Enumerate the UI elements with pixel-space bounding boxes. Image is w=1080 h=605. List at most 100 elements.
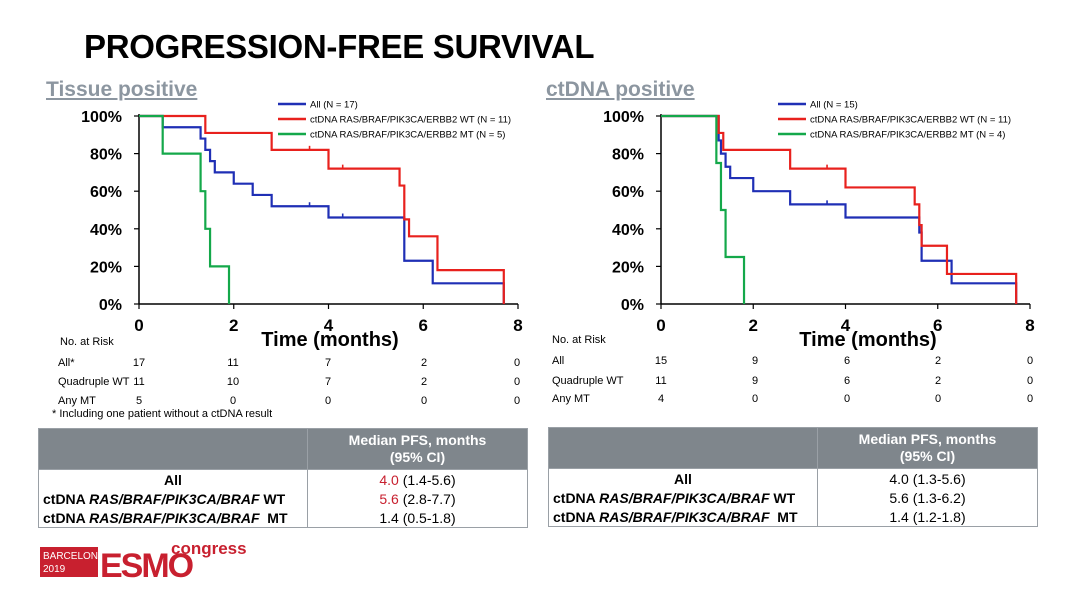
risk-count: 2 [420, 376, 428, 388]
label-genes: RAS/BRAF/PIK3CA/BRAF [89, 509, 260, 526]
risk-count: 9 [751, 375, 759, 387]
logo-word: congress [171, 540, 247, 558]
row-label: ctDNA RAS/BRAF/PIK3CA/BRAF MT [548, 507, 818, 527]
risk-count: 2 [934, 355, 942, 367]
risk-count: 11 [227, 357, 239, 369]
risk-count: 15 [654, 355, 668, 367]
legend-label: ctDNA RAS/BRAF/PIK3CA/ERBB2 WT (N = 11) [810, 115, 1011, 126]
label-suffix: WT [259, 490, 286, 507]
label-genes: RAS/BRAF/PIK3CA/BRAF [599, 489, 770, 506]
km-curve-all [661, 114, 1018, 304]
header-line1: Median PFS, months [348, 432, 487, 448]
x-axis-label: Time (months) [261, 329, 398, 351]
median-pfs-cell: 1.4 (0.5-1.8) [307, 508, 528, 528]
risk-count: 4 [657, 393, 665, 405]
legend-label: All (N = 15) [810, 100, 858, 111]
risk-row-label: All [552, 355, 565, 367]
risk-count: 5 [135, 395, 143, 407]
risk-count: 2 [420, 357, 428, 369]
x-tick-label: 8 [513, 316, 522, 335]
risk-count: 9 [751, 355, 759, 367]
logo-red-block [40, 547, 98, 577]
y-tick-label: 60% [90, 184, 122, 201]
y-tick-label: 80% [612, 147, 644, 164]
label-text: ctDNA [43, 490, 90, 507]
risk-count: 6 [843, 375, 851, 387]
ci-value: (2.8-7.7) [398, 490, 456, 507]
legend-label: ctDNA RAS/BRAF/PIK3CA/ERBB2 WT (N = 11) [310, 115, 511, 126]
logo-brand: ESMO [100, 547, 194, 580]
table-row: ctDNA RAS/BRAF/PIK3CA/BRAF MT 1.4 (1.2-1.… [548, 507, 1038, 527]
table-row: ctDNA RAS/BRAF/PIK3CA/BRAF MT 1.4 (0.5-1.… [38, 508, 528, 528]
header-line1: Median PFS, months [858, 431, 997, 447]
header-line2: (95% CI) [899, 448, 956, 464]
logo-graphic: BARCELONA 2019 ESMO congress [40, 539, 247, 585]
y-tick-label: 40% [90, 222, 122, 239]
risk-row-label: Quadruple WT [552, 375, 624, 387]
median-value: 5.6 [379, 490, 399, 507]
y-tick-label: 100% [603, 109, 644, 126]
median-value: 4.0 [379, 471, 399, 488]
risk-row-label: Quadruple WT [58, 376, 130, 388]
table-row: All 4.0 (1.3-5.6) [548, 468, 1038, 488]
median-pfs-cell: 5.6 (2.8-7.7) [307, 489, 528, 508]
risk-count: 2 [934, 375, 942, 387]
risk-count: 0 [1026, 393, 1034, 405]
risk-count: 10 [226, 376, 240, 388]
x-tick-label: 8 [1025, 316, 1034, 335]
median-pfs-table-tissue: Median PFS, months (95% CI) All 4.0 (1.4-5… [38, 428, 528, 528]
km-curve-wt [139, 114, 505, 304]
km-curve-wt [661, 114, 1018, 304]
risk-count: 0 [934, 393, 942, 405]
footnote: * Including one patient without a ctDNA … [52, 408, 273, 420]
table-header-empty [38, 428, 308, 470]
median-pfs-table-ctdna: Median PFS, months (95% CI) All 4.0 (1.3-5… [548, 427, 1038, 527]
label-suffix: WT [769, 489, 796, 506]
ci-value: (1.3-6.2) [908, 489, 966, 506]
y-tick-label: 0% [99, 297, 122, 314]
label-text: ctDNA [43, 509, 90, 526]
label-text: All [674, 470, 692, 487]
risk-count: 0 [229, 395, 237, 407]
x-tick-label: 0 [134, 316, 143, 335]
label-genes: RAS/BRAF/PIK3CA/BRAF [599, 508, 770, 525]
esmo-congress-logo: BARCELONA 2019 ESMO congress [40, 539, 250, 585]
risk-count: 11 [133, 376, 145, 388]
risk-count: 0 [843, 393, 851, 405]
risk-count: 0 [513, 395, 521, 407]
x-axis-label: Time (months) [799, 329, 936, 351]
y-tick-label: 80% [90, 147, 122, 164]
risk-count: 7 [324, 357, 332, 369]
x-tick-label: 2 [749, 316, 758, 335]
risk-count: 0 [1026, 355, 1034, 367]
y-tick-label: 40% [612, 222, 644, 239]
row-label: ctDNA RAS/BRAF/PIK3CA/BRAF WT [548, 488, 818, 507]
row-label: All [38, 469, 308, 489]
km-curve-mt [139, 114, 231, 304]
chart-title-ctdna: ctDNA positive [546, 78, 695, 101]
label-text: ctDNA [553, 489, 600, 506]
ci-value: (1.4-5.6) [398, 471, 456, 488]
row-label: ctDNA RAS/BRAF/PIK3CA/BRAF MT [38, 508, 308, 528]
x-tick-label: 4 [324, 316, 334, 335]
y-tick-label: 60% [612, 184, 644, 201]
risk-count: 0 [513, 357, 521, 369]
risk-count: 0 [1026, 375, 1034, 387]
x-tick-label: 6 [933, 316, 942, 335]
label-genes: RAS/BRAF/PIK3CA/BRAF [89, 490, 260, 507]
median-pfs-cell: 4.0 (1.4-5.6) [307, 469, 528, 489]
label-text: All [164, 471, 182, 488]
table-row: All 4.0 (1.4-5.6) [38, 469, 528, 489]
median-value: 4.0 [889, 470, 909, 487]
km-curve-all [139, 114, 505, 304]
table-header-median: Median PFS, months (95% CI) [307, 428, 528, 470]
logo-year: 2019 [43, 564, 66, 575]
risk-table-header: No. at Risk [552, 334, 606, 346]
median-pfs-cell: 5.6 (1.3-6.2) [817, 488, 1038, 507]
logo-city: BARCELONA [43, 551, 105, 562]
risk-row-label: Any MT [58, 395, 96, 407]
x-tick-label: 6 [419, 316, 428, 335]
legend-label: ctDNA RAS/BRAF/PIK3CA/ERBB2 MT (N = 5) [310, 130, 505, 141]
median-value: 5.6 [889, 489, 909, 506]
table-header-median: Median PFS, months (95% CI) [817, 427, 1038, 469]
